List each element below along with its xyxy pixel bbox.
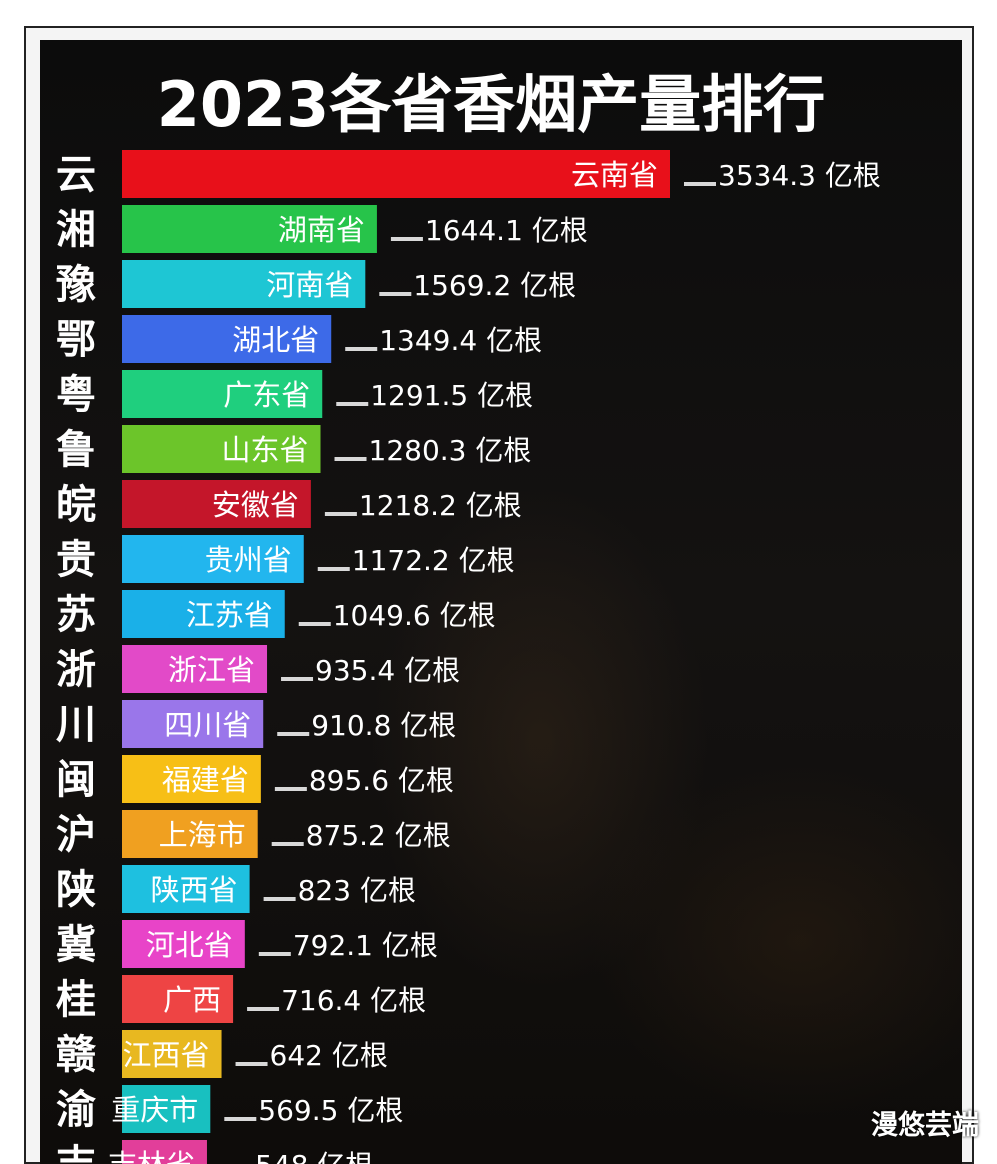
bar-value-label: 3534.3 亿根 bbox=[718, 159, 881, 192]
bar bbox=[122, 535, 304, 583]
bar-category-label: 河南省 bbox=[266, 268, 353, 302]
value-marker bbox=[379, 292, 412, 296]
bar-value-label: 935.4 亿根 bbox=[315, 654, 460, 687]
bar-category-label: 广东省 bbox=[223, 378, 310, 412]
bar-value-label: 1280.3 亿根 bbox=[369, 434, 532, 467]
bar bbox=[122, 1140, 207, 1164]
value-marker bbox=[684, 182, 716, 186]
bar bbox=[122, 370, 323, 418]
bar-value-label: 1569.2 亿根 bbox=[413, 269, 576, 302]
row-abbreviation: 皖 bbox=[56, 481, 96, 528]
bar-category-label: 山东省 bbox=[221, 433, 308, 467]
bar-category-label: 贵州省 bbox=[205, 543, 292, 577]
bar-category-label: 江西省 bbox=[123, 1038, 210, 1072]
row-abbreviation: 渝 bbox=[56, 1086, 96, 1133]
bar-category-label: 河北省 bbox=[146, 928, 233, 962]
bar bbox=[122, 645, 268, 693]
bar bbox=[122, 700, 264, 748]
bar-value-label: 716.4 亿根 bbox=[281, 984, 426, 1017]
bar bbox=[122, 590, 285, 638]
bar-category-label: 吉林省 bbox=[108, 1148, 195, 1164]
watermark: 漫悠芸端 bbox=[871, 1110, 979, 1141]
row-abbreviation: 赣 bbox=[56, 1031, 97, 1078]
row-abbreviation: 陕 bbox=[56, 866, 96, 913]
bar bbox=[122, 260, 366, 308]
row-abbreviation: 云 bbox=[56, 151, 96, 198]
value-marker bbox=[390, 237, 423, 241]
bar-category-label: 陕西省 bbox=[151, 873, 238, 907]
bar-chart: 2023各省香烟产量排行 云 云南省 3534.3 亿根湘 湖南省 1644.1 亿根豫… bbox=[56, 68, 881, 1164]
row-abbreviation: 湘 bbox=[56, 206, 96, 253]
value-marker bbox=[271, 842, 304, 846]
bar-value-label: 792.1 亿根 bbox=[293, 929, 438, 962]
bar-value-label: 569.5 亿根 bbox=[258, 1094, 403, 1127]
bar-category-label: 广西 bbox=[163, 983, 221, 1017]
row-abbreviation: 鄂 bbox=[56, 316, 96, 363]
bar-value-label: 1291.5 亿根 bbox=[370, 379, 533, 412]
bar bbox=[122, 975, 234, 1023]
row-abbreviation: 贵 bbox=[56, 536, 96, 583]
row-abbreviation: 浙 bbox=[56, 646, 96, 693]
bar-value-label: 1172.2 亿根 bbox=[352, 544, 515, 577]
row-abbreviation: 吉 bbox=[56, 1141, 96, 1164]
bar-category-label: 福建省 bbox=[162, 763, 249, 797]
bar-category-label: 云南省 bbox=[571, 158, 658, 192]
row-abbreviation: 苏 bbox=[56, 591, 96, 638]
bar bbox=[122, 865, 250, 913]
bar bbox=[122, 150, 670, 198]
value-marker bbox=[317, 567, 350, 571]
bar bbox=[122, 1030, 222, 1078]
row-abbreviation: 川 bbox=[56, 701, 96, 748]
value-marker bbox=[263, 897, 296, 901]
bar bbox=[122, 755, 261, 803]
bar-value-label: 642 亿根 bbox=[270, 1039, 388, 1072]
bar-category-label: 上海市 bbox=[159, 818, 246, 852]
value-marker bbox=[298, 622, 331, 626]
value-marker bbox=[345, 347, 378, 351]
bar-category-label: 江苏省 bbox=[186, 598, 273, 632]
value-marker bbox=[281, 677, 314, 681]
bar-value-label: 1349.4 亿根 bbox=[379, 324, 542, 357]
bar-category-label: 浙江省 bbox=[168, 653, 255, 687]
value-marker bbox=[334, 457, 367, 461]
value-marker bbox=[258, 952, 291, 956]
row-abbreviation: 鲁 bbox=[56, 426, 96, 473]
bar-value-label: 875.2 亿根 bbox=[306, 819, 451, 852]
row-abbreviation: 闽 bbox=[56, 756, 96, 803]
bar-category-label: 安徽省 bbox=[212, 488, 299, 522]
row-abbreviation: 沪 bbox=[56, 811, 96, 858]
bar-category-label: 湖北省 bbox=[232, 323, 319, 357]
bar bbox=[122, 205, 377, 253]
bar-value-label: 1218.2 亿根 bbox=[359, 489, 522, 522]
bar-category-label: 湖南省 bbox=[278, 213, 365, 247]
row-abbreviation: 粤 bbox=[56, 371, 96, 418]
bar-value-label: 823 亿根 bbox=[298, 874, 416, 907]
bar-value-label: 1644.1 亿根 bbox=[425, 214, 588, 247]
value-marker bbox=[235, 1062, 268, 1066]
value-marker bbox=[224, 1117, 257, 1121]
bar-category-label: 四川省 bbox=[164, 708, 251, 742]
bar-value-label: 895.6 亿根 bbox=[309, 764, 454, 797]
value-marker bbox=[336, 402, 369, 406]
bar-value-label: 1049.6 亿根 bbox=[333, 599, 496, 632]
value-marker bbox=[324, 512, 357, 516]
row-abbreviation: 冀 bbox=[56, 921, 96, 968]
bar bbox=[122, 810, 258, 858]
bar bbox=[122, 920, 245, 968]
row-abbreviation: 豫 bbox=[56, 261, 96, 308]
bar-value-label: 910.8 亿根 bbox=[311, 709, 456, 742]
bar bbox=[122, 1085, 211, 1133]
bar bbox=[122, 480, 311, 528]
value-marker bbox=[277, 732, 310, 736]
bar-category-label: 重庆市 bbox=[111, 1093, 198, 1127]
bar-value-label: 548 亿根 bbox=[255, 1149, 373, 1164]
bar bbox=[122, 425, 321, 473]
value-marker bbox=[274, 787, 307, 791]
row-abbreviation: 桂 bbox=[56, 976, 96, 1023]
bar bbox=[122, 315, 332, 363]
chart-panel: 2023各省香烟产量排行 云 云南省 3534.3 亿根湘 湖南省 1644.1 亿根豫… bbox=[40, 40, 962, 1164]
value-marker bbox=[247, 1007, 280, 1011]
chart-title: 2023各省香烟产量排行 bbox=[157, 68, 826, 141]
